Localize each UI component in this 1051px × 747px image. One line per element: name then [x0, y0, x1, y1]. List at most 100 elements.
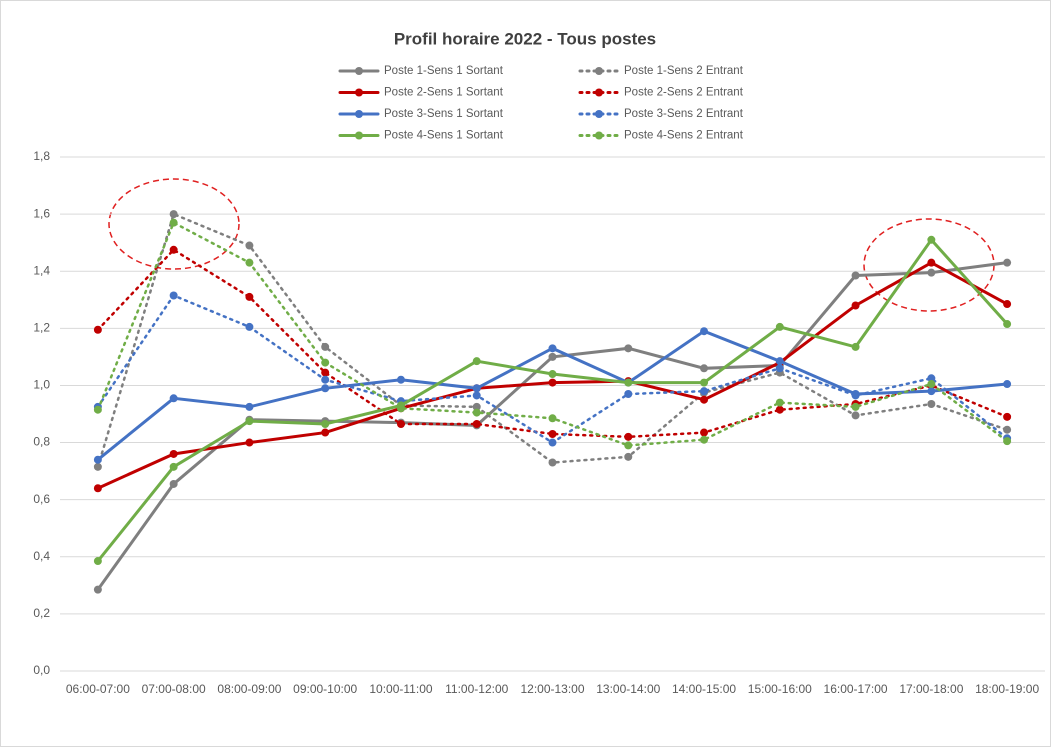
data-point [169, 449, 178, 458]
y-tick-label: 0,8 [33, 435, 50, 449]
legend-label: Poste 3-Sens 1 Sortant [384, 108, 504, 120]
data-point [321, 368, 330, 377]
data-point [851, 391, 860, 400]
data-point [169, 291, 178, 300]
data-point [775, 364, 784, 373]
data-point [245, 417, 254, 426]
legend-marker [355, 131, 363, 140]
legend-label: Poste 3-Sens 2 Entrant [624, 108, 744, 120]
x-tick-label: 10:00-11:00 [369, 682, 432, 696]
data-point [245, 241, 254, 250]
data-point [1003, 300, 1012, 309]
data-point [700, 435, 709, 444]
data-point [851, 301, 860, 310]
data-point [548, 378, 557, 387]
x-tick-label: 08:00-09:00 [217, 682, 281, 696]
data-point [245, 438, 254, 447]
legend-label: Poste 2-Sens 1 Sortant [384, 87, 504, 99]
data-point [1003, 258, 1012, 267]
data-point [169, 210, 178, 219]
data-point [321, 419, 330, 428]
data-point [775, 398, 784, 407]
data-point [169, 462, 178, 471]
x-tick-label: 17:00-18:00 [899, 682, 963, 696]
data-point [321, 342, 330, 351]
legend-marker [595, 67, 603, 75]
data-point [548, 370, 557, 379]
legend-label: Poste 1-Sens 1 Sortant [384, 65, 504, 77]
data-point [700, 428, 709, 437]
data-point [169, 245, 178, 254]
data-point [548, 352, 557, 361]
legend-label: Poste 2-Sens 2 Entrant [624, 87, 744, 99]
x-tick-label: 09:00-10:00 [293, 682, 357, 696]
data-point [775, 405, 784, 414]
x-tick-label: 13:00-14:00 [596, 682, 660, 696]
data-point [1003, 425, 1012, 434]
data-point [927, 380, 936, 389]
data-point [1003, 380, 1012, 389]
data-point [851, 271, 860, 280]
data-point [700, 387, 709, 396]
y-tick-label: 1,8 [33, 149, 50, 163]
x-tick-label: 16:00-17:00 [824, 682, 888, 696]
data-point [624, 432, 633, 441]
data-point [321, 384, 330, 393]
chart-title: Profil horaire 2022 - Tous postes [394, 29, 656, 48]
x-tick-label: 15:00-16:00 [748, 682, 812, 696]
x-tick-label: 18:00-19:00 [975, 682, 1039, 696]
data-point [548, 429, 557, 438]
data-point [927, 235, 936, 244]
data-point [927, 400, 936, 409]
legend-label: Poste 4-Sens 2 Entrant [624, 130, 744, 142]
data-point [472, 357, 481, 366]
data-point [700, 378, 709, 387]
y-tick-label: 0,6 [33, 492, 50, 506]
legend-marker [355, 110, 363, 118]
data-point [927, 387, 936, 396]
data-point [169, 218, 178, 227]
data-point [851, 402, 860, 411]
data-point [396, 404, 405, 413]
data-point [1003, 412, 1012, 421]
y-tick-label: 1,4 [33, 263, 50, 277]
data-point [624, 378, 633, 387]
data-point [624, 390, 633, 399]
data-point [245, 258, 254, 267]
data-point [548, 344, 557, 353]
data-point [927, 374, 936, 383]
data-point [245, 322, 254, 331]
data-point [472, 384, 481, 393]
data-point [548, 458, 557, 467]
legend-marker [355, 88, 363, 97]
legend-label: Poste 4-Sens 1 Sortant [384, 130, 504, 142]
data-point [775, 322, 784, 331]
data-point [93, 325, 102, 334]
data-point [548, 438, 557, 447]
data-point [396, 375, 405, 384]
data-point [396, 419, 405, 428]
y-tick-label: 0,4 [33, 549, 50, 563]
data-point [93, 585, 102, 594]
data-point [245, 402, 254, 411]
y-tick-label: 1,6 [33, 206, 50, 220]
data-point [472, 402, 481, 411]
data-point [700, 395, 709, 404]
data-point [472, 408, 481, 417]
highlight-ellipse [108, 178, 240, 270]
data-point [851, 411, 860, 420]
data-point [624, 344, 633, 353]
data-point [1003, 320, 1012, 329]
legend-label: Poste 1-Sens 2 Entrant [624, 65, 744, 77]
x-tick-label: 14:00-15:00 [672, 682, 736, 696]
x-tick-label: 12:00-13:00 [520, 682, 584, 696]
data-point [93, 405, 102, 414]
legend-marker [355, 67, 363, 75]
y-tick-label: 1,2 [33, 321, 50, 335]
x-tick-label: 11:00-12:00 [445, 682, 508, 696]
data-point [169, 394, 178, 403]
y-tick-label: 1,0 [33, 378, 50, 392]
data-point [93, 557, 102, 566]
legend-marker [595, 131, 603, 140]
data-point [927, 268, 936, 277]
